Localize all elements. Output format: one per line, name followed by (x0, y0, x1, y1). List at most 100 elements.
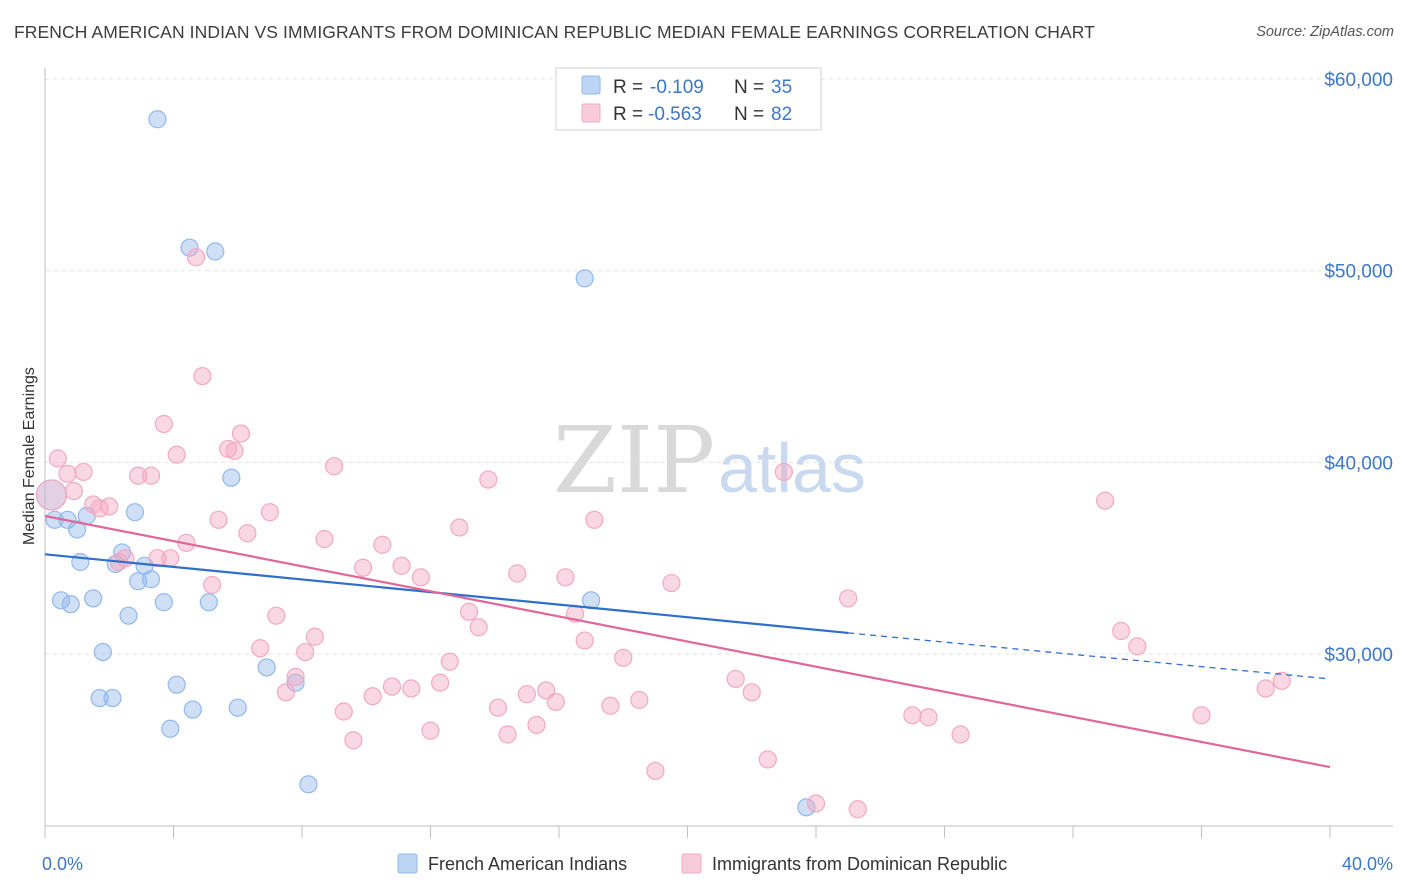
pink-point-71 (839, 589, 858, 608)
blue-point-18 (141, 570, 161, 589)
blue-point-21 (167, 675, 186, 694)
data-points (35, 110, 1291, 819)
legend-r-label-1: R = (613, 77, 643, 98)
legend-n-value-2: 82 (771, 104, 792, 125)
y-tick-label-3: $60,000 (1324, 70, 1393, 91)
blue-point-33 (575, 269, 594, 288)
pink-point-27 (267, 606, 286, 625)
blue-point-23 (183, 700, 202, 719)
legend-r-label-2: R = (613, 104, 643, 125)
y-tick-label-0: $30,000 (1324, 645, 1393, 666)
pink-point-17 (186, 248, 206, 267)
pink-point-10 (129, 466, 148, 485)
pink-point-28 (276, 683, 296, 702)
watermark-zip: ZIP (553, 407, 715, 514)
pink-point-39 (382, 677, 402, 696)
y-tick-label-1: $40,000 (1324, 453, 1393, 474)
pink-point-46 (450, 518, 469, 537)
pink-point-12 (148, 549, 167, 568)
pink-point-68 (758, 750, 777, 769)
pink-point-73 (903, 706, 922, 725)
pink-point-54 (527, 715, 546, 735)
pink-point-78 (1128, 637, 1147, 656)
pink-point-30 (296, 642, 315, 662)
pink-point-44 (431, 673, 450, 692)
blue-point-15 (125, 503, 145, 522)
pink-trend-line (44, 514, 1331, 769)
pink-point-47 (459, 602, 479, 621)
pink-point-11 (141, 466, 161, 485)
legend-n-label-1: N = (734, 77, 764, 98)
pink-point-19 (202, 575, 222, 595)
x-tick-labels: 0.0% 40.0% (42, 854, 1393, 874)
pink-point-7 (100, 497, 119, 516)
pink-point-14 (161, 549, 180, 568)
y-axis-label: Median Female Earnings (21, 367, 38, 545)
pink-point-77 (1112, 621, 1131, 641)
legend-swatch-pink (581, 103, 601, 123)
stats-legend: R = -0.109 N = 35 R = -0.563 N = 82 (555, 67, 822, 131)
legend-swatch-blue (581, 75, 601, 95)
pink-point-13 (154, 414, 173, 434)
blue-trend-extension (848, 632, 1331, 680)
legend-n-label-2: N = (734, 104, 764, 125)
legend-r-value-2: -0.563 (648, 104, 702, 125)
gridlines (45, 78, 1393, 655)
x-tick-label-left: 0.0% (42, 854, 83, 874)
pink-point-21 (219, 439, 238, 459)
pink-point-61 (601, 696, 620, 715)
legend-r-value-1: -0.109 (650, 77, 704, 98)
pink-point-75 (951, 725, 970, 744)
blue-point-6 (51, 591, 71, 610)
axes (44, 68, 1393, 838)
pink-point-38 (373, 535, 392, 554)
series-legend-label-2: Immigrants from Dominican Republic (712, 854, 1007, 874)
blue-point-4 (71, 552, 90, 572)
pink-point-40 (392, 556, 411, 575)
pink-point-56 (546, 692, 565, 712)
blue-point-14 (119, 606, 138, 625)
pink-point-35 (344, 731, 363, 750)
pink-point-36 (353, 558, 373, 577)
watermark: ZIP atlas (553, 407, 866, 514)
pink-point-15 (167, 445, 186, 464)
blue-point-26 (199, 593, 218, 612)
blue-point-28 (228, 698, 247, 717)
pink-point-3 (64, 481, 84, 501)
blue-point-9 (93, 642, 112, 662)
blue-point-12 (106, 554, 125, 574)
pink-point-0 (35, 479, 68, 511)
blue-point-8 (84, 589, 103, 608)
pink-point-51 (498, 725, 517, 744)
pink-point-31 (305, 627, 324, 646)
pink-point-24 (238, 524, 257, 543)
trend-lines (44, 514, 1331, 769)
pink-point-62 (614, 648, 633, 667)
pink-point-63 (630, 690, 649, 710)
y-tick-label-2: $50,000 (1324, 262, 1393, 283)
pink-point-43 (421, 721, 440, 740)
pink-point-32 (315, 529, 334, 549)
pink-point-9 (116, 549, 135, 568)
pink-point-20 (209, 510, 228, 529)
pink-point-1 (48, 449, 67, 468)
pink-point-69 (774, 462, 793, 482)
blue-point-7 (61, 595, 80, 614)
blue-point-29 (257, 658, 276, 677)
pink-point-25 (251, 639, 270, 658)
pink-point-34 (334, 702, 353, 721)
pink-point-22 (225, 441, 244, 460)
series-legend: French American Indians Immigrants from … (397, 853, 1007, 874)
pink-point-53 (517, 685, 536, 704)
blue-point-11 (103, 688, 122, 708)
pink-point-52 (508, 564, 527, 583)
pink-point-65 (662, 573, 681, 593)
pink-point-81 (1256, 679, 1275, 698)
pink-point-29 (286, 667, 305, 687)
pink-point-26 (260, 503, 279, 522)
legend-n-value-1: 35 (771, 77, 792, 98)
pink-point-66 (726, 669, 745, 689)
chart-source: Source: ZipAtlas.com (1256, 24, 1394, 40)
pink-point-41 (402, 679, 421, 698)
blue-point-27 (222, 468, 241, 487)
